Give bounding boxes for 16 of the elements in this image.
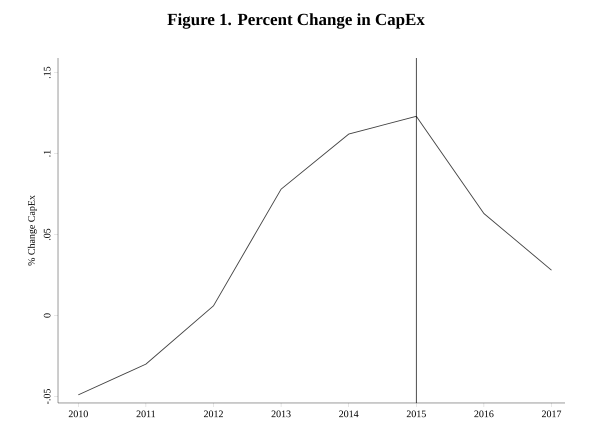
x-tick-label: 2011: [136, 410, 156, 418]
x-tick-label: 2014: [339, 410, 358, 418]
x-tick-label: 2010: [68, 410, 88, 418]
y-tick-label: .05: [44, 228, 50, 240]
x-tick-label: 2015: [406, 410, 426, 418]
y-tick-label: .1: [44, 150, 50, 157]
y-axis-title: % Change CapEx: [28, 195, 37, 266]
x-tick-label: 2017: [542, 410, 562, 418]
y-tick-label: 0: [44, 313, 50, 318]
x-tick-label: 2012: [204, 410, 223, 418]
y-tick-label: .15: [44, 66, 50, 78]
line-series: [78, 116, 552, 396]
y-tick-label: -.05: [44, 389, 50, 404]
x-tick-label: 2013: [272, 410, 291, 418]
chart-title: Figure 1. Percent Change in CapEx: [167, 13, 425, 29]
x-tick-label: 2016: [474, 410, 494, 418]
